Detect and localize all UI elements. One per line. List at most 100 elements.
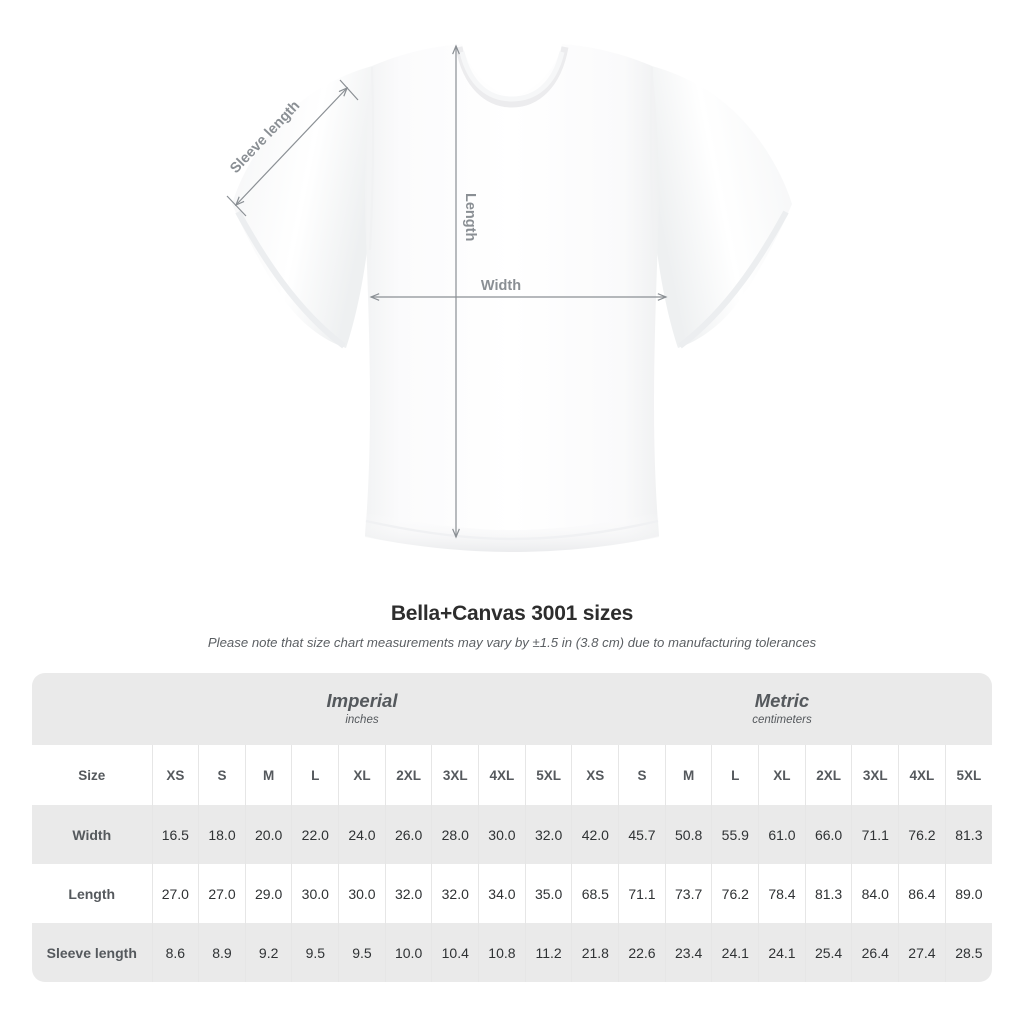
- unit-band-row: Imperial inches Metric centimeters: [32, 673, 992, 745]
- cell-width-met-5xl: 81.3: [944, 805, 992, 864]
- header-col-imp-s: S: [198, 745, 246, 805]
- header-col-imp-5xl: 5XL: [524, 745, 572, 805]
- cell-sleeve-imp-xs: 8.6: [151, 923, 199, 982]
- unit-sub-imperial: inches: [345, 713, 379, 726]
- header-col-imp-l: L: [291, 745, 339, 805]
- right-sleeve-hem: [678, 210, 789, 349]
- unit-sub-metric: centimeters: [752, 713, 812, 726]
- cell-sleeve-met-2xl: 25.4: [804, 923, 852, 982]
- page-title: Bella+Canvas 3001 sizes: [390, 602, 634, 625]
- header-col-imp-3xl: 3XL: [431, 745, 479, 805]
- hem-stitch: [365, 519, 659, 541]
- cell-width-imp-l: 22.0: [291, 805, 339, 864]
- table-row: Width 16.5 18.0 20.0 22.0 24.0 26.0 28.0…: [32, 805, 992, 864]
- cell-width-imp-xl: 24.0: [338, 805, 386, 864]
- table-row: Length 27.0 27.0 29.0 30.0 30.0 32.0 32.…: [32, 864, 992, 923]
- cell-width-met-3xl: 71.1: [851, 805, 899, 864]
- cell-length-imp-l: 30.0: [291, 864, 339, 923]
- cell-sleeve-met-5xl: 28.5: [944, 923, 992, 982]
- cell-width-imp-4xl: 30.0: [478, 805, 526, 864]
- right-sleeve: [651, 66, 792, 348]
- sleeve-length-arrow: [236, 88, 347, 205]
- table-row: Sleeve length 8.6 8.9 9.2 9.5 9.5 10.0 1…: [32, 923, 992, 982]
- width-label: Width: [481, 278, 521, 294]
- right-shoulder-seam: [649, 66, 656, 251]
- length-label: Length: [462, 193, 478, 241]
- row-label-length: Length: [32, 864, 152, 923]
- cell-length-imp-s: 27.0: [198, 864, 246, 923]
- collar-inner-shade: [459, 51, 565, 102]
- unit-band-imperial: Imperial inches: [152, 673, 572, 745]
- cell-width-met-s: 45.7: [618, 805, 666, 864]
- cell-width-imp-xs: 16.5: [151, 805, 199, 864]
- header-size-label: Size: [32, 745, 152, 805]
- cell-sleeve-met-l: 24.1: [711, 923, 759, 982]
- cell-length-imp-4xl: 34.0: [478, 864, 526, 923]
- cell-width-imp-5xl: 32.0: [524, 805, 572, 864]
- unit-band-metric: Metric centimeters: [571, 673, 992, 745]
- left-sleeve-hem: [235, 210, 346, 349]
- cell-length-met-3xl: 84.0: [851, 864, 899, 923]
- cell-length-met-5xl: 89.0: [944, 864, 992, 923]
- header-col-imp-m: M: [244, 745, 292, 805]
- cell-length-imp-2xl: 32.0: [384, 864, 432, 923]
- cell-sleeve-met-s: 22.6: [618, 923, 666, 982]
- cell-sleeve-imp-m: 9.2: [244, 923, 292, 982]
- header-col-imp-xs: XS: [151, 745, 199, 805]
- cell-length-imp-xs: 27.0: [151, 864, 199, 923]
- header-col-met-l: L: [711, 745, 759, 805]
- unit-name-metric: Metric: [754, 689, 810, 711]
- cell-width-imp-m: 20.0: [244, 805, 292, 864]
- header-col-imp-4xl: 4XL: [478, 745, 526, 805]
- cell-width-met-l: 55.9: [711, 805, 759, 864]
- unit-band-spacer: [32, 673, 152, 745]
- cell-width-imp-3xl: 28.0: [431, 805, 479, 864]
- header-col-imp-xl: XL: [338, 745, 386, 805]
- cell-width-imp-2xl: 26.0: [384, 805, 432, 864]
- cell-length-met-2xl: 81.3: [804, 864, 852, 923]
- cell-sleeve-met-4xl: 27.4: [898, 923, 946, 982]
- cell-length-met-m: 73.7: [664, 864, 712, 923]
- row-label-sleeve-length: Sleeve length: [32, 923, 152, 982]
- header-col-met-m: M: [664, 745, 712, 805]
- measurement-annotations: [226, 46, 666, 537]
- cell-sleeve-imp-l: 9.5: [291, 923, 339, 982]
- column-header-row: Size XS S M L XL 2XL 3XL 4XL 5XL XS S M …: [32, 745, 992, 805]
- header-col-met-s: S: [618, 745, 666, 805]
- cell-sleeve-met-xl: 24.1: [758, 923, 806, 982]
- header-col-met-4xl: 4XL: [898, 745, 946, 805]
- row-label-width: Width: [32, 805, 152, 864]
- cell-sleeve-met-xs: 21.8: [571, 923, 619, 982]
- cell-width-imp-s: 18.0: [198, 805, 246, 864]
- cell-sleeve-imp-xl: 9.5: [338, 923, 386, 982]
- cell-length-imp-m: 29.0: [244, 864, 292, 923]
- cell-sleeve-imp-4xl: 10.8: [478, 923, 526, 982]
- cell-sleeve-met-m: 23.4: [664, 923, 712, 982]
- header-col-met-xs: XS: [571, 745, 619, 805]
- header-col-met-2xl: 2XL: [804, 745, 852, 805]
- cell-sleeve-imp-3xl: 10.4: [431, 923, 479, 982]
- size-chart-table: Imperial inches Metric centimeters Size …: [32, 673, 992, 982]
- cell-length-met-s: 71.1: [618, 864, 666, 923]
- header-col-imp-2xl: 2XL: [384, 745, 432, 805]
- bottom-hem: [365, 512, 659, 552]
- cell-sleeve-imp-2xl: 10.0: [384, 923, 432, 982]
- cell-width-met-xs: 42.0: [571, 805, 619, 864]
- cell-width-met-m: 50.8: [664, 805, 712, 864]
- cell-sleeve-imp-s: 8.9: [198, 923, 246, 982]
- left-shoulder-seam: [368, 66, 375, 251]
- cell-length-imp-xl: 30.0: [338, 864, 386, 923]
- unit-name-imperial: Imperial: [326, 689, 398, 711]
- cell-width-met-4xl: 76.2: [898, 805, 946, 864]
- page-subtitle: Please note that size chart measurements…: [207, 635, 817, 650]
- cell-length-imp-5xl: 35.0: [524, 864, 572, 923]
- cell-sleeve-imp-5xl: 11.2: [524, 923, 572, 982]
- tshirt-illustration: Width Length Sleeve length: [226, 44, 792, 552]
- cell-width-met-2xl: 66.0: [804, 805, 852, 864]
- sleeve-tick-top: [339, 79, 359, 101]
- cell-length-met-xl: 78.4: [758, 864, 806, 923]
- header-col-met-5xl: 5XL: [944, 745, 992, 805]
- sleeve-tick-bottom: [226, 195, 247, 217]
- header-col-met-3xl: 3XL: [851, 745, 899, 805]
- cell-length-met-4xl: 86.4: [898, 864, 946, 923]
